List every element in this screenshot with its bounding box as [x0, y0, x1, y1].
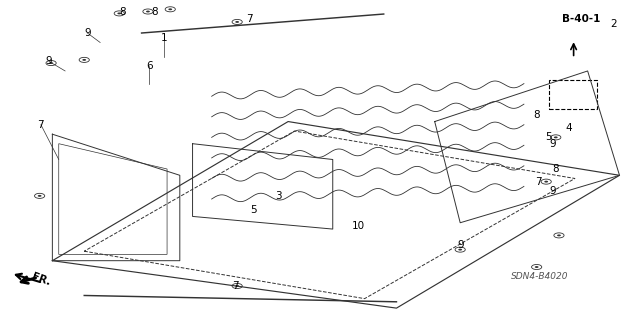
Text: 8: 8 — [119, 6, 126, 17]
Text: B-40-1: B-40-1 — [562, 14, 600, 24]
Text: 9: 9 — [549, 186, 556, 196]
Text: 4: 4 — [565, 123, 572, 133]
Circle shape — [49, 62, 53, 64]
Circle shape — [236, 21, 239, 23]
Text: 8: 8 — [533, 110, 540, 120]
Circle shape — [117, 12, 121, 14]
Text: 7: 7 — [535, 177, 542, 187]
Text: 9: 9 — [457, 240, 463, 250]
Text: 6: 6 — [146, 61, 152, 71]
Text: 7: 7 — [246, 14, 253, 25]
Text: 5: 5 — [250, 205, 257, 215]
Text: 1: 1 — [161, 33, 167, 43]
Circle shape — [236, 285, 239, 287]
Text: 9: 9 — [84, 28, 91, 38]
Text: 9: 9 — [549, 139, 556, 149]
Text: 3: 3 — [275, 191, 282, 201]
Text: 2: 2 — [610, 19, 616, 29]
Bar — [549, 80, 597, 109]
Text: 10: 10 — [351, 221, 365, 231]
Circle shape — [557, 234, 561, 236]
Text: 5: 5 — [545, 132, 552, 142]
Circle shape — [168, 8, 172, 10]
Text: 7: 7 — [232, 281, 239, 291]
Circle shape — [38, 195, 42, 197]
Circle shape — [146, 11, 150, 12]
Circle shape — [554, 137, 557, 138]
Circle shape — [544, 181, 548, 182]
Circle shape — [83, 59, 86, 61]
Text: 8: 8 — [552, 164, 559, 174]
Circle shape — [535, 266, 539, 268]
Text: 8: 8 — [151, 6, 157, 17]
Text: SDN4-B4020: SDN4-B4020 — [511, 272, 569, 281]
Text: 9: 9 — [46, 56, 52, 66]
Text: 7: 7 — [38, 120, 44, 130]
Circle shape — [458, 249, 462, 250]
Text: FR.: FR. — [30, 272, 52, 288]
